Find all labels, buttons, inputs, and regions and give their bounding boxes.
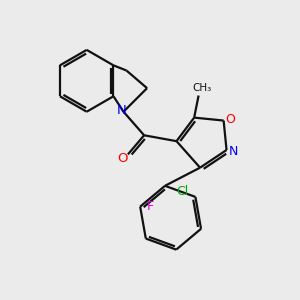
- Text: Cl: Cl: [176, 184, 188, 197]
- Text: CH₃: CH₃: [192, 83, 211, 93]
- Text: O: O: [225, 112, 235, 126]
- Text: N: N: [117, 104, 127, 117]
- Text: O: O: [117, 152, 127, 165]
- Text: F: F: [147, 200, 154, 213]
- Text: N: N: [229, 145, 239, 158]
